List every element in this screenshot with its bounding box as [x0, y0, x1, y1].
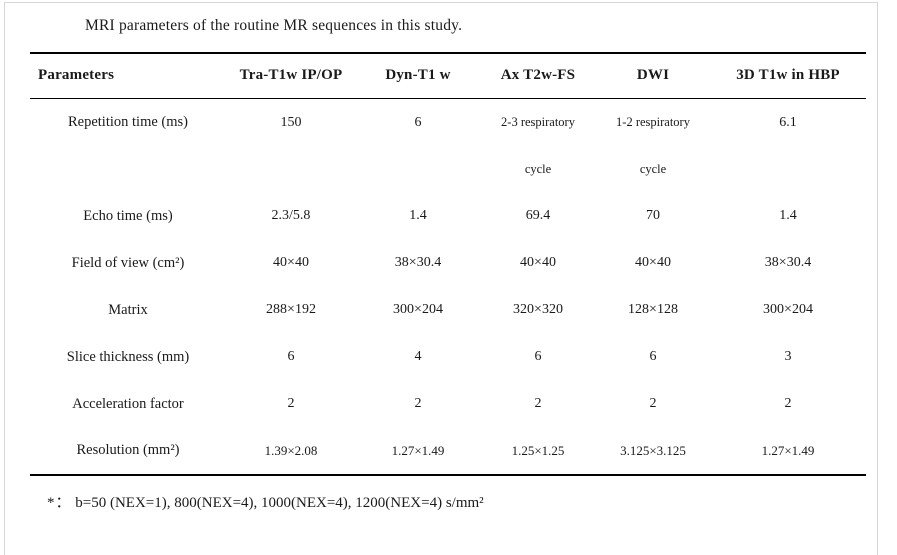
- table-cell: 1.4: [779, 208, 797, 223]
- row-label: Acceleration factor: [72, 395, 184, 412]
- table-cell: 6: [287, 349, 295, 364]
- table-row-field-of-view: Field of view (cm²) 40×40 38×30.4 40×40 …: [30, 240, 866, 287]
- table-cell: 69.4: [525, 208, 551, 223]
- footnote-text: b=50 (NEX=1), 800(NEX=4), 1000(NEX=4), 1…: [75, 494, 484, 511]
- column-header-dyn-t1w: Dyn-T1 w: [385, 67, 451, 84]
- row-label: Field of view (cm²): [71, 254, 185, 271]
- column-header-ax-t2w-fs: Ax T2w-FS: [500, 67, 576, 84]
- table-cell: 38×30.4: [394, 255, 442, 270]
- table-row-slice-thickness: Slice thickness (mm) 6 4 6 6 3: [30, 334, 866, 381]
- table-cell: 6: [649, 349, 657, 364]
- column-header-parameters: Parameters: [38, 67, 115, 84]
- table-cell: 4: [414, 349, 422, 364]
- table-footnote: *： b=50 (NEX=1), 800(NEX=4), 1000(NEX=4)…: [47, 491, 877, 512]
- table-cell: 2: [534, 396, 542, 411]
- table-cell: 320×320: [513, 302, 563, 317]
- row-label: Resolution (mm²): [76, 442, 180, 458]
- table-cell: 128×128: [628, 302, 678, 317]
- table-cell: 150: [280, 114, 302, 130]
- table-cell: 3: [784, 349, 792, 364]
- table-cell: 6: [534, 349, 542, 364]
- row-label: Repetition time (ms): [67, 113, 188, 130]
- table-cell: 2: [649, 396, 657, 411]
- table-cell: 300×204: [393, 302, 443, 317]
- page-title: MRI parameters of the routine MR sequenc…: [85, 17, 463, 34]
- table-cell: 2: [414, 396, 422, 411]
- table-row-matrix: Matrix 288×192 300×204 320×320 128×128 3…: [30, 287, 866, 334]
- table-row-repetition-time: Repetition time (ms) 150 6 2-3 respirato…: [30, 98, 866, 193]
- table-cell: 1.4: [409, 208, 427, 223]
- document-page: MRI parameters of the routine MR sequenc…: [4, 2, 878, 555]
- table-header-row: Parameters Tra-T1w IP/OP Dyn-T1 w Ax T2w…: [30, 53, 866, 98]
- table-cell: 40×40: [273, 255, 309, 270]
- table-cell: 2.3/5.8: [271, 208, 311, 223]
- row-label: Matrix: [108, 301, 148, 318]
- table-cell: 2-3 respiratory cycle: [501, 114, 575, 176]
- table-cell: 1.39×2.08: [264, 442, 318, 458]
- footnote-marker: *：: [47, 494, 72, 511]
- table-cell: 2: [784, 396, 792, 411]
- table-cell: 38×30.4: [764, 255, 812, 270]
- table-cell: 1.27×1.49: [761, 442, 815, 458]
- table-cell: 40×40: [635, 255, 671, 270]
- column-header-tra-t1w: Tra-T1w IP/OP: [239, 67, 343, 84]
- table-cell: 70: [646, 208, 660, 223]
- table-cell: 6: [414, 114, 422, 130]
- table-cell: 300×204: [763, 302, 813, 317]
- table-row-echo-time: Echo time (ms) 2.3/5.8 1.4 69.4 70 1.4: [30, 193, 866, 240]
- table-cell: 6.1: [779, 114, 797, 130]
- table-row-acceleration-factor: Acceleration factor 2 2 2 2 2: [30, 381, 866, 428]
- row-label: Slice thickness (mm): [66, 348, 190, 365]
- table-cell: 40×40: [520, 255, 556, 270]
- mri-parameters-table: Parameters Tra-T1w IP/OP Dyn-T1 w Ax T2w…: [30, 52, 866, 476]
- table-cell: 1-2 respiratory cycle: [616, 114, 690, 176]
- table-cell: 288×192: [266, 302, 316, 317]
- table-cell: 3.125×3.125: [620, 442, 686, 458]
- column-header-dwi: DWI: [636, 67, 670, 84]
- table-cell: 1.27×1.49: [391, 442, 445, 458]
- column-header-3d-t1w-hbp: 3D T1w in HBP: [736, 67, 840, 84]
- table-row-resolution: Resolution (mm²) 1.39×2.08 1.27×1.49 1.2…: [30, 428, 866, 475]
- row-label: Echo time (ms): [83, 207, 173, 224]
- table-cell: 2: [287, 396, 295, 411]
- table-cell: 1.25×1.25: [511, 442, 565, 458]
